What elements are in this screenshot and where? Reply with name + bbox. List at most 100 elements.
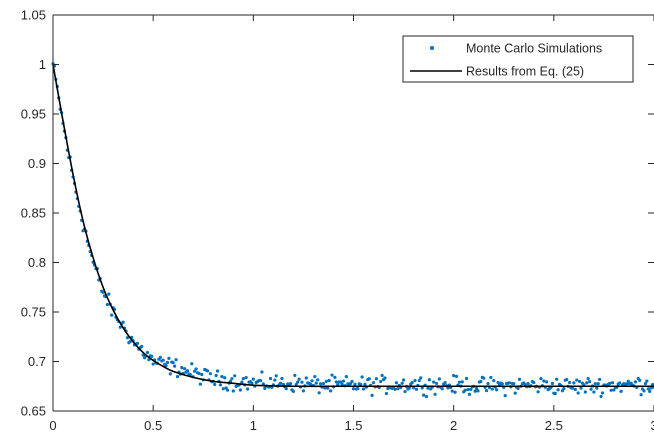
x-tick-label: 0 (49, 418, 56, 433)
scatter-point (463, 388, 467, 392)
scatter-point (633, 380, 638, 384)
scatter-point (437, 377, 441, 381)
scatter-point (214, 373, 218, 378)
scatter-point (225, 388, 230, 392)
scatter-point (327, 378, 331, 383)
scatter-point (341, 379, 346, 383)
scatter-point (507, 381, 512, 385)
scatter-point (330, 373, 334, 377)
scatter-point (125, 336, 130, 340)
scatter-point (500, 382, 504, 386)
scatter-point (410, 381, 414, 385)
scatter-point (567, 380, 572, 385)
scatter-point (575, 378, 579, 382)
scatter-point (555, 377, 559, 381)
scatter-point (145, 350, 150, 355)
series-line (52, 64, 654, 388)
scatter-point (291, 389, 295, 394)
scatter-point (576, 391, 580, 395)
scatter-point (215, 369, 220, 373)
x-tick-label: 3 (650, 418, 654, 433)
scatter-point (426, 386, 430, 390)
scatter-point (250, 381, 254, 385)
scatter-point (198, 382, 202, 386)
scatter-point (370, 393, 374, 397)
y-tick-labels: 0.65 0.7 0.75 0.8 0.85 0.9 0.95 1 1.05 (21, 8, 46, 419)
scatter-point (440, 387, 444, 391)
scatter-point (417, 378, 421, 383)
scatter-point (600, 391, 605, 395)
scatter-point (650, 383, 654, 387)
scatter-point (121, 320, 125, 324)
scatter-point (274, 374, 278, 378)
scatter-point (326, 386, 330, 390)
x-tick-label: 1.5 (344, 418, 362, 433)
scatter-point (363, 382, 367, 386)
scatter-point (403, 389, 407, 394)
legend-entry-mc: Monte Carlo Simulations (466, 42, 602, 56)
scatter-point (317, 391, 321, 395)
scatter-point (304, 376, 308, 380)
scatter-point (532, 380, 536, 385)
scatter-point (151, 362, 155, 366)
scatter-point (513, 391, 517, 395)
y-tick-label: 0.65 (21, 404, 46, 419)
scatter-point (583, 390, 587, 394)
scatter-point (474, 386, 479, 391)
scatter-point (351, 387, 356, 391)
scatter-point (205, 369, 210, 373)
scatter-point (288, 382, 293, 386)
scatter-point (512, 382, 516, 386)
scatter-point (545, 380, 549, 384)
scatter-point (473, 389, 477, 393)
scatter-point (280, 376, 284, 381)
scatter-point (273, 378, 277, 382)
scatter-point (240, 380, 244, 384)
scatter-point (638, 378, 642, 382)
scatter-point (284, 386, 288, 391)
scatter-point (213, 382, 217, 387)
scatter-point (310, 379, 314, 383)
scatter-point (419, 376, 423, 380)
scatter-point (649, 386, 653, 390)
scatter-point (380, 373, 384, 378)
y-tick-label: 1 (39, 57, 46, 72)
scatter-point (258, 379, 263, 383)
x-tick-label: 1 (250, 418, 257, 433)
scatter-point (344, 375, 348, 379)
scatter-point (639, 393, 643, 397)
scatter-point (223, 376, 227, 380)
y-tick-label: 0.7 (28, 354, 46, 369)
scatter-point (268, 376, 273, 381)
scatter-point (318, 382, 323, 386)
scatter-point (356, 386, 360, 391)
scatter-point (586, 376, 590, 381)
scatter-point (585, 381, 589, 385)
scatter-point (476, 389, 480, 393)
scatter-point (323, 386, 327, 390)
scatter-point (413, 379, 417, 383)
scatter-point (359, 382, 363, 387)
scatter-point (128, 339, 132, 344)
x-tick-label: 2 (450, 418, 457, 433)
scatter-point (278, 381, 283, 385)
scatter-point (579, 386, 583, 390)
scatter-point (297, 377, 301, 381)
scatter-point (384, 391, 389, 396)
scatter-point (238, 388, 243, 392)
scatter-point (588, 379, 592, 384)
scatter-point (565, 377, 569, 382)
scatter-point (420, 386, 424, 390)
scatter-point (173, 364, 177, 368)
scatter-point (367, 377, 371, 381)
scatter-point (308, 382, 313, 386)
scatter-point (374, 377, 378, 381)
scatter-point (433, 392, 437, 396)
scatter-point (244, 375, 248, 380)
scatter-point (517, 377, 522, 381)
scatter-point (110, 313, 114, 317)
scatter-point (618, 381, 622, 385)
scatter-point (185, 369, 190, 373)
scatter-point (396, 387, 400, 391)
scatter-point (572, 381, 576, 385)
